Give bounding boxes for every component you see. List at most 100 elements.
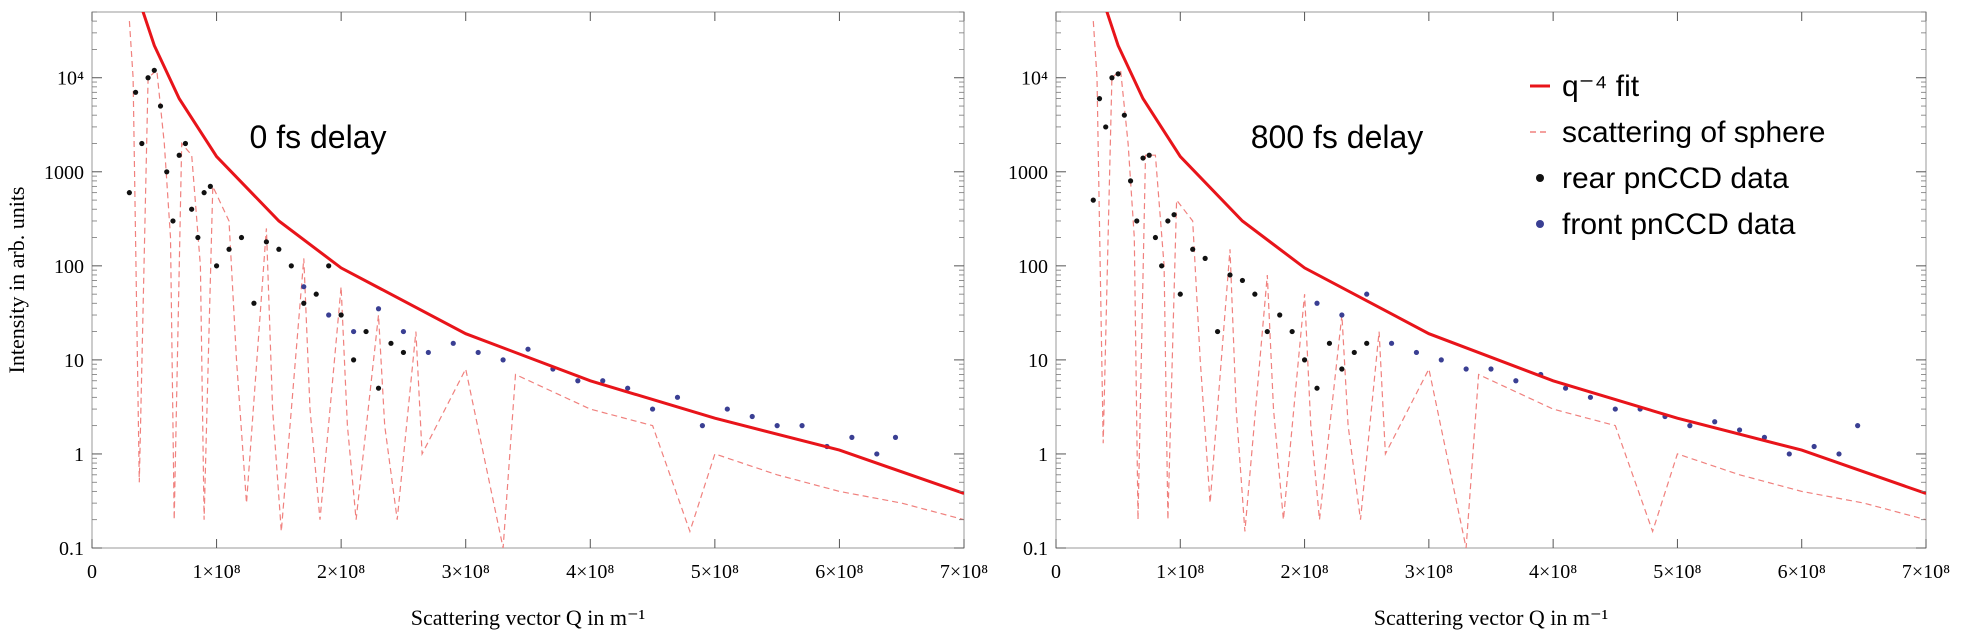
front-pnccd-point [475, 349, 481, 356]
front-pnccd-point [375, 306, 382, 312]
series-q4-fit [1105, 12, 1926, 495]
rear-pnccd-point [1146, 152, 1152, 158]
x-tick-label: 1×10⁸ [192, 561, 240, 583]
front-pnccd-point [892, 434, 899, 440]
rear-pnccd-point [326, 263, 332, 269]
y-axis-label: Intensity in arb. units [4, 187, 29, 374]
front-pnccd-point [1836, 451, 1842, 457]
y-tick-label: 1 [74, 444, 84, 466]
series-scattering-of-sphere [128, 21, 964, 548]
rear-pnccd-point [1115, 71, 1121, 77]
x-tick-label: 0 [87, 561, 97, 583]
rear-pnccd-point [207, 183, 213, 189]
rear-pnccd-point [375, 385, 382, 391]
front-pnccd-point [1612, 406, 1618, 412]
chart-panel-800-delay: 0 1×10⁸ 2×10⁸ 3×10⁸ 4×10⁸ 5×10⁸ 6×10⁸ 7×10⁸ 0.1 1… [1008, 11, 1950, 630]
rear-pnccd-point [288, 263, 294, 269]
y-tick-label: 10⁴ [57, 68, 84, 90]
rear-pnccd-point [1165, 218, 1171, 224]
front-pnccd-point [425, 349, 431, 356]
y-tick-label: 1 [1038, 444, 1048, 466]
front-pnccd-point [600, 378, 606, 384]
x-tick-label: 5×10⁸ [691, 561, 739, 583]
rear-pnccd-point [1171, 212, 1177, 218]
front-pnccd-point [1463, 366, 1469, 372]
front-pnccd-point [1364, 291, 1370, 297]
x-tick-label: 2×10⁸ [317, 561, 365, 583]
x-tick-label: 1×10⁸ [1156, 561, 1204, 583]
x-tick-label: 7×10⁸ [940, 561, 988, 583]
rear-pnccd-point [170, 218, 176, 224]
x-tick-label: 5×10⁸ [1653, 561, 1701, 583]
series-scattering-of-sphere [1092, 21, 1926, 548]
front-pnccd-point [326, 312, 332, 318]
rear-pnccd-point [133, 89, 139, 95]
rear-pnccd-point [1252, 291, 1258, 297]
chart-title: 0 fs delay [250, 119, 387, 155]
y-tick-label: 10⁴ [1021, 68, 1048, 90]
front-pnccd-point [525, 346, 531, 352]
rear-pnccd-point [1177, 291, 1183, 297]
rear-pnccd-point [189, 206, 195, 212]
front-pnccd-point [575, 378, 581, 384]
front-pnccd-point [500, 357, 506, 363]
front-pnccd-point [699, 423, 706, 429]
rear-pnccd-point [201, 190, 207, 196]
rear-pnccd-point [363, 328, 369, 335]
front-pnccd-point [724, 406, 730, 412]
y-tick-label: 0.1 [59, 538, 84, 560]
front-pnccd-point [1687, 423, 1693, 429]
rear-pnccd-point [195, 234, 201, 241]
y-tick-label: 0.1 [1023, 538, 1048, 560]
front-pnccd-point [301, 284, 307, 290]
legend-label: rear pnCCD data [1562, 162, 1789, 195]
rear-pnccd-point [1339, 366, 1345, 372]
rear-pnccd-point [1364, 340, 1370, 346]
front-pnccd-point [649, 406, 656, 412]
rear-pnccd-point [1121, 112, 1127, 118]
plot-frame [91, 11, 965, 549]
rear-pnccd-point [313, 291, 319, 297]
rear-pnccd-point [1351, 349, 1357, 356]
x-tick-label: 4×10⁸ [566, 561, 614, 583]
front-pnccd-point [1438, 357, 1444, 363]
legend-label: scattering of sphere [1562, 116, 1825, 149]
rear-pnccd-point [145, 75, 151, 81]
x-tick-label: 6×10⁸ [1778, 561, 1826, 583]
front-pnccd-point [351, 328, 357, 335]
chart-title: 800 fs delay [1251, 119, 1424, 155]
rear-pnccd-point [151, 67, 157, 73]
rear-pnccd-point [126, 190, 132, 196]
front-pnccd-point [1855, 423, 1861, 429]
x-axis-label: Scattering vector Q in m⁻¹ [1374, 605, 1608, 630]
y-tick-label: 100 [54, 256, 84, 278]
front-pnccd-point [1811, 443, 1817, 450]
legend-label: front pnCCD data [1562, 208, 1796, 241]
x-tick-label: 3×10⁸ [1405, 561, 1453, 583]
rear-pnccd-point [157, 103, 164, 109]
rear-pnccd-point [338, 312, 344, 318]
plot-frame [1055, 11, 1927, 549]
rear-pnccd-point [263, 239, 269, 245]
rear-pnccd-point [1227, 272, 1233, 278]
front-pnccd-point [1388, 340, 1395, 346]
rear-pnccd-point [238, 234, 245, 241]
front-pnccd-point [849, 434, 855, 440]
legend-swatch-front [1536, 220, 1544, 228]
rear-pnccd-point [1152, 234, 1159, 241]
rear-pnccd-point [1127, 178, 1134, 184]
rear-pnccd-point [1239, 277, 1246, 284]
front-pnccd-point [1339, 312, 1345, 318]
rear-pnccd-point [226, 246, 232, 252]
x-tick-label: 4×10⁸ [1529, 561, 1577, 583]
front-pnccd-point [1712, 419, 1718, 425]
front-pnccd-point [450, 340, 456, 346]
rear-pnccd-point [1301, 357, 1308, 363]
rear-pnccd-point [164, 169, 170, 175]
x-tick-label: 3×10⁸ [442, 561, 490, 583]
y-tick-label: 10 [64, 350, 84, 372]
rear-pnccd-point [1326, 340, 1333, 346]
rear-pnccd-point [213, 263, 220, 269]
rear-pnccd-point [388, 340, 394, 346]
front-pnccd-point [774, 423, 780, 429]
